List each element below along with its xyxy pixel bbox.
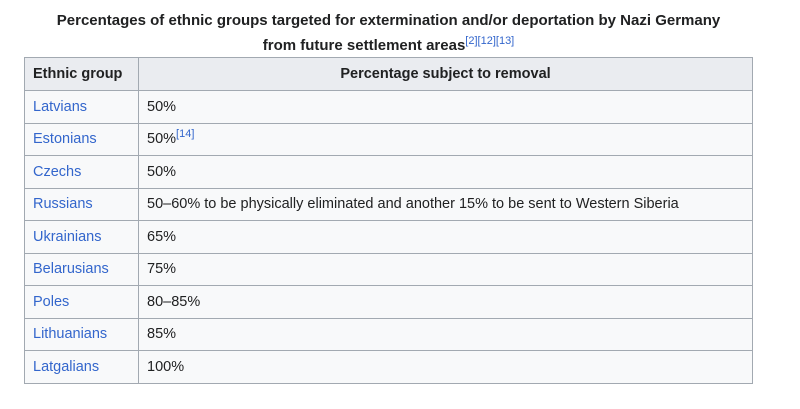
ethnic-group-link[interactable]: Belarusians [33, 261, 109, 278]
percentage-cell: 50%[14] [138, 122, 753, 156]
caption-ref-link[interactable]: [2] [465, 35, 478, 47]
ethnic-group-link[interactable]: Latgalians [33, 358, 100, 375]
percentage-value: 80–85% [147, 293, 201, 310]
ethnic-groups-table: Ethnic group Percentage subject to remov… [24, 57, 753, 384]
percentage-cell: 50% [138, 155, 753, 189]
ethnic-group-cell: Latgalians [24, 350, 139, 384]
percentage-value: 50% [147, 131, 177, 148]
table-row: Poles 80–85% [24, 285, 753, 319]
ethnic-group-cell: Lithuanians [24, 317, 139, 351]
ethnic-group-link[interactable]: Latvians [33, 98, 88, 115]
caption-line-1: Percentages of ethnic groups targeted fo… [56, 12, 721, 29]
caption-ref-link[interactable]: [13] [495, 35, 515, 47]
ethnic-group-cell: Ukrainians [24, 220, 139, 254]
percentage-cell: 65% [138, 220, 753, 254]
table-header-row: Ethnic group Percentage subject to remov… [24, 57, 753, 91]
column-header-percentage: Percentage subject to removal [138, 57, 753, 91]
percentage-cell: 85% [138, 317, 753, 351]
ethnic-group-cell: Latvians [24, 90, 139, 124]
ethnic-group-link[interactable]: Russians [33, 196, 93, 213]
ethnic-group-cell: Czechs [24, 155, 139, 189]
table-row: Lithuanians 85% [24, 317, 753, 351]
ethnic-group-cell: Belarusians [24, 252, 139, 286]
percentage-cell: 50–60% to be physically eliminated and a… [138, 187, 753, 221]
table-row: Latvians 50% [24, 90, 753, 124]
ethnic-group-link[interactable]: Czechs [33, 163, 82, 180]
percentage-value: 50% [147, 163, 177, 180]
table-row: Latgalians 100% [24, 350, 753, 384]
percentage-cell: 80–85% [138, 285, 753, 319]
table-caption: Percentages of ethnic groups targeted fo… [0, 8, 777, 58]
percentage-value: 100% [147, 358, 185, 375]
percentage-cell: 75% [138, 252, 753, 286]
table-row: Russians 50–60% to be physically eliminat… [24, 187, 753, 221]
ethnic-group-cell: Poles [24, 285, 139, 319]
ethnic-group-link[interactable]: Lithuanians [33, 326, 108, 343]
table-body: Latvians 50% Estonians 50%[14] Czechs 50% Russ… [24, 90, 753, 384]
ethnic-group-cell: Estonians [24, 122, 139, 156]
percentage-value: 50% [147, 98, 177, 115]
table-row: Ukrainians 65% [24, 220, 753, 254]
ethnic-group-link[interactable]: Estonians [33, 131, 97, 148]
table-row: Estonians 50%[14] [24, 122, 753, 156]
reference-link[interactable]: [14] [176, 128, 195, 141]
caption-ref-link[interactable]: [12] [477, 35, 496, 47]
ethnic-group-link[interactable]: Ukrainians [33, 228, 102, 245]
table-row: Belarusians 75% [24, 252, 753, 286]
caption-line-2: from future settlement areas [262, 37, 466, 54]
percentage-value: 50–60% to be physically eliminated and a… [147, 196, 679, 213]
percentage-value: 75% [147, 261, 177, 278]
column-header-ethnic-group: Ethnic group [24, 57, 139, 91]
ethnic-group-link[interactable]: Poles [33, 293, 70, 310]
percentage-cell: 100% [138, 350, 753, 384]
percentage-value: 65% [147, 228, 177, 245]
percentage-cell: 50% [138, 90, 753, 124]
ethnic-group-cell: Russians [24, 187, 139, 221]
table-row: Czechs 50% [24, 155, 753, 189]
percentage-value: 85% [147, 326, 177, 343]
caption-refs: [2][12][13] [465, 35, 514, 47]
